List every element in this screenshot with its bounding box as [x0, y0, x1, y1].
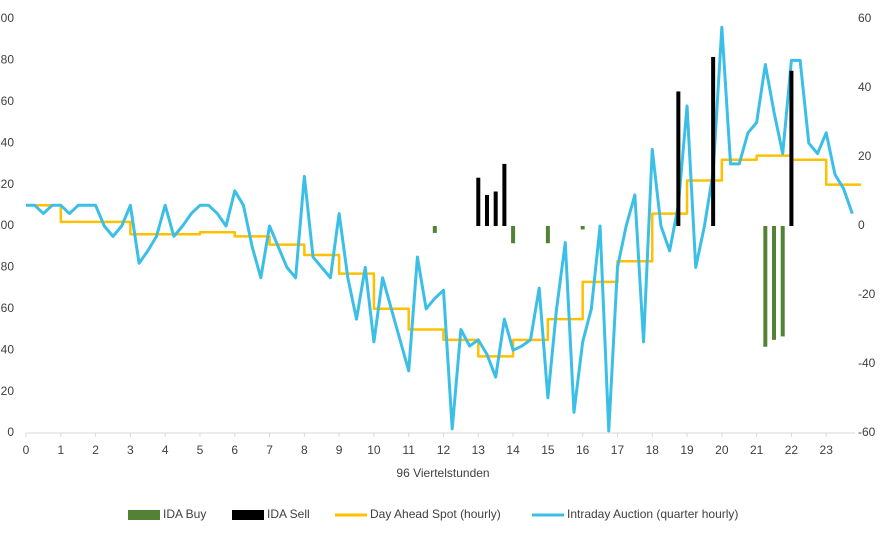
bar	[502, 163, 507, 226]
x-tick-label: 23	[820, 443, 834, 457]
legend-label: IDA Buy	[163, 507, 206, 521]
legend-label: Intraday Auction (quarter hourly)	[567, 507, 738, 521]
y-tick-label: 0	[7, 425, 14, 439]
bar	[511, 226, 516, 244]
bar	[493, 191, 498, 226]
x-tick-label: 15	[541, 443, 555, 457]
x-tick-label: 0	[23, 443, 30, 457]
x-tick-label: 9	[336, 443, 343, 457]
x-tick-label: 2	[92, 443, 99, 457]
y2-tick-label: -60	[858, 425, 876, 439]
legend: IDA Buy IDA Sell Day Ahead Spot (hourly) In…	[128, 507, 738, 521]
bar	[780, 226, 785, 337]
y-tick-label: 140	[0, 135, 14, 149]
x-tick-label: 11	[402, 443, 415, 457]
bar	[676, 91, 681, 226]
x-tick-label: 19	[680, 443, 694, 457]
bar	[484, 194, 489, 226]
y-tick-label: 160	[0, 94, 14, 108]
legend-label: Day Ahead Spot (hourly)	[370, 507, 501, 521]
bar	[772, 226, 777, 340]
x-tick-label: 1	[57, 443, 64, 457]
y2-tick-label: 20	[858, 149, 872, 163]
y-tick-label: 200	[0, 11, 14, 25]
y-tick-label: 120	[0, 177, 14, 191]
x-tick-label: 20	[715, 443, 729, 457]
legend-swatch	[128, 510, 160, 520]
x-tick-label: 3	[127, 443, 134, 457]
y2-tick-label: -40	[858, 356, 876, 370]
x-axis-title: 96 Viertelstunden	[396, 466, 489, 480]
y2-tick-label: 0	[858, 218, 865, 232]
x-tick-label: 8	[301, 443, 308, 457]
x-tick-label: 18	[646, 443, 660, 457]
legend-swatch	[232, 510, 264, 520]
bar	[763, 226, 768, 347]
y2-tick-label: 40	[858, 80, 872, 94]
x-tick-label: 16	[576, 443, 590, 457]
bar	[789, 70, 794, 226]
x-tick-label: 7	[266, 443, 273, 457]
x-tick-label: 6	[231, 443, 238, 457]
bar	[545, 226, 550, 244]
x-tick-label: 21	[750, 443, 764, 457]
legend-label: IDA Sell	[267, 507, 310, 521]
x-tick-label: 22	[785, 443, 799, 457]
x-tick-label: 13	[472, 443, 486, 457]
x-tick-label: 12	[437, 443, 451, 457]
y2-tick-label: -20	[858, 287, 876, 301]
x-tick-label: 14	[506, 443, 520, 457]
y-tick-label: 100	[0, 218, 14, 232]
y-tick-label: 80	[1, 260, 15, 274]
y-tick-label: 60	[1, 301, 15, 315]
bar	[580, 226, 585, 230]
y-tick-label: 20	[1, 384, 15, 398]
x-tick-label: 10	[367, 443, 381, 457]
x-tick-label: 4	[162, 443, 169, 457]
y-tick-label: 180	[0, 53, 14, 67]
x-tick-label: 17	[611, 443, 625, 457]
bar	[711, 56, 716, 227]
bar	[476, 177, 481, 226]
bar	[432, 226, 437, 233]
y-tick-label: 40	[1, 342, 15, 356]
y2-tick-label: 60	[858, 11, 872, 25]
x-tick-label: 5	[197, 443, 204, 457]
